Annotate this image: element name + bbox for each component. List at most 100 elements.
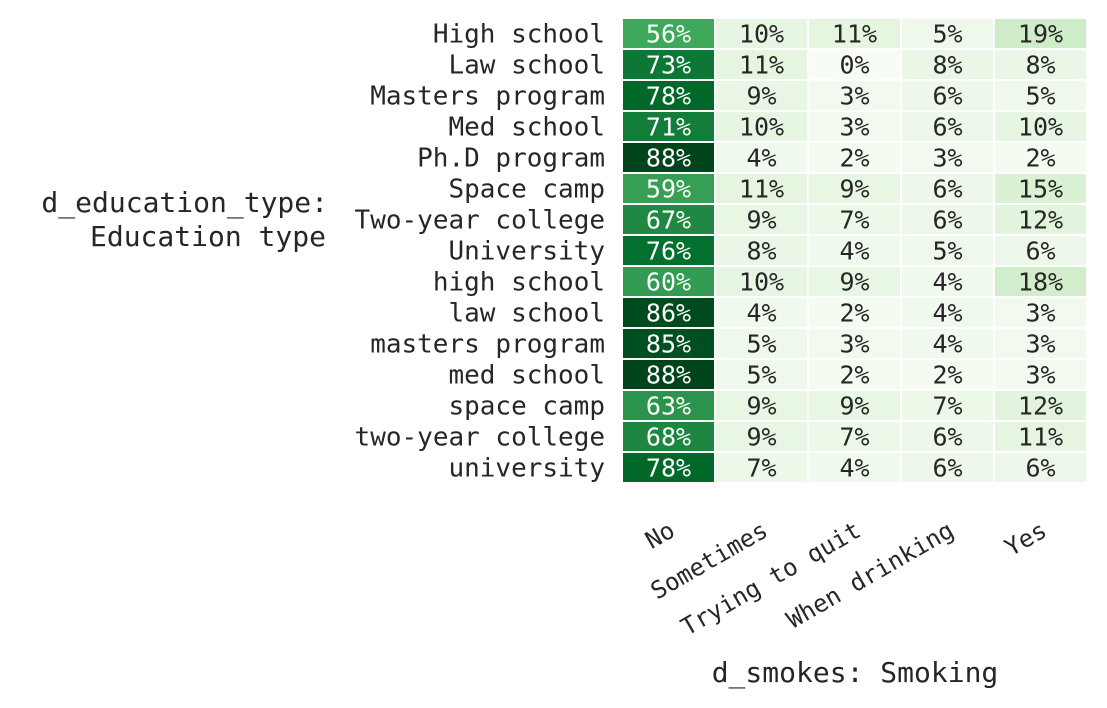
cell-value-label: 4% — [932, 268, 962, 297]
heatmap-cell — [623, 174, 714, 203]
cell-value-label: 7% — [839, 423, 869, 452]
heatmap-cell — [809, 236, 900, 265]
heatmap-cell — [809, 360, 900, 389]
cell-value-label: 9% — [839, 268, 869, 297]
cell-value-label: 8% — [746, 237, 776, 266]
cell-value-label: 6% — [932, 423, 962, 452]
cell-value-label: 73% — [646, 51, 691, 80]
heatmap-cell — [995, 19, 1086, 48]
cell-value-label: 12% — [1018, 392, 1063, 421]
cell-value-label: 85% — [646, 330, 691, 359]
heatmap-cell — [809, 143, 900, 172]
heatmap-cell — [716, 267, 807, 296]
heatmap-cell — [902, 453, 993, 482]
cell-value-label: 76% — [646, 237, 691, 266]
heatmap-cell — [716, 329, 807, 358]
heatmap-cell — [716, 236, 807, 265]
heatmap-cell — [716, 298, 807, 327]
cell-value-label: 63% — [646, 392, 691, 421]
cell-value-label: 18% — [1018, 268, 1063, 297]
y-axis-title-line-1: d_education_type: — [41, 186, 328, 220]
cell-value-label: 7% — [746, 454, 776, 483]
heatmap-cell — [902, 298, 993, 327]
heatmap-cell — [902, 329, 993, 358]
cell-value-label: 3% — [839, 82, 869, 111]
cell-value-label: 11% — [1018, 423, 1063, 452]
y-axis-title-line-2: Education type — [90, 220, 326, 253]
heatmap-cell — [716, 112, 807, 141]
cell-value-label: 2% — [932, 361, 962, 390]
cell-value-label: 8% — [932, 51, 962, 80]
cell-value-label: 7% — [839, 206, 869, 235]
y-tick-label: Law school — [448, 51, 605, 81]
heatmap-cell — [995, 81, 1086, 110]
x-tick-label: Yes — [1000, 516, 1052, 562]
heatmap-cell — [902, 391, 993, 420]
y-tick-label: university — [448, 454, 605, 484]
cell-value-label: 19% — [1018, 20, 1063, 49]
heatmap-cell — [716, 174, 807, 203]
cell-value-label: 9% — [746, 206, 776, 235]
cell-value-label: 4% — [839, 237, 869, 266]
cell-value-label: 3% — [1025, 299, 1055, 328]
cell-value-label: 67% — [646, 206, 691, 235]
cell-value-label: 10% — [739, 20, 784, 49]
heatmap-cell — [995, 143, 1086, 172]
cell-value-label: 4% — [839, 454, 869, 483]
y-tick-label: space camp — [448, 392, 605, 422]
y-tick-label: Space camp — [448, 175, 605, 205]
cell-value-label: 56% — [646, 20, 691, 49]
cell-value-label: 8% — [1025, 51, 1055, 80]
y-tick-label: High school — [433, 20, 605, 50]
cell-value-label: 5% — [932, 20, 962, 49]
cell-value-label: 10% — [1018, 113, 1063, 142]
cell-value-label: 5% — [1025, 82, 1055, 111]
cell-value-label: 9% — [746, 82, 776, 111]
cell-value-label: 11% — [832, 20, 877, 49]
heatmap-cells — [623, 19, 1086, 482]
heatmap-cell — [623, 19, 714, 48]
heatmap-cell — [809, 267, 900, 296]
y-tick-label: law school — [448, 299, 605, 329]
heatmap-cell — [995, 298, 1086, 327]
cell-value-label: 6% — [932, 82, 962, 111]
heatmap-cell — [995, 329, 1086, 358]
cell-value-label: 9% — [746, 392, 776, 421]
heatmap-cell — [902, 112, 993, 141]
heatmap-cell — [809, 298, 900, 327]
heatmap-cell — [623, 205, 714, 234]
heatmap-cell — [623, 267, 714, 296]
heatmap-cell — [716, 422, 807, 451]
cell-value-label: 2% — [839, 361, 869, 390]
heatmap-cell — [623, 391, 714, 420]
cell-value-label: 10% — [739, 268, 784, 297]
heatmap-cell — [995, 360, 1086, 389]
heatmap-cell — [716, 81, 807, 110]
heatmap-cell — [716, 19, 807, 48]
cell-value-label: 68% — [646, 423, 691, 452]
cell-value-label: 4% — [746, 144, 776, 173]
heatmap-cell — [716, 391, 807, 420]
heatmap-cell — [809, 329, 900, 358]
heatmap-cell — [623, 50, 714, 79]
heatmap-cell — [809, 453, 900, 482]
cell-value-label: 9% — [746, 423, 776, 452]
cell-value-label: 2% — [839, 299, 869, 328]
cell-value-label: 3% — [1025, 330, 1055, 359]
cell-value-label: 71% — [646, 113, 691, 142]
heatmap-cell — [809, 50, 900, 79]
cell-value-label: 2% — [839, 144, 869, 173]
cell-value-label: 78% — [646, 454, 691, 483]
heatmap-cell-labels: 56% 10% 11% 5% 19%73% 11% 0% 8% 8%78% 9% 3% 6% 5%71%… — [646, 20, 1063, 483]
heatmap-cell — [623, 422, 714, 451]
cell-value-label: 3% — [839, 113, 869, 142]
heatmap-cell — [995, 205, 1086, 234]
cell-value-label: 12% — [1018, 206, 1063, 235]
heatmap-cell — [995, 236, 1086, 265]
cell-value-label: 88% — [646, 361, 691, 390]
y-tick-label: high school — [433, 268, 605, 298]
x-axis-title: d_smokes: Smoking — [712, 656, 999, 690]
y-tick-label: masters program — [370, 330, 605, 360]
